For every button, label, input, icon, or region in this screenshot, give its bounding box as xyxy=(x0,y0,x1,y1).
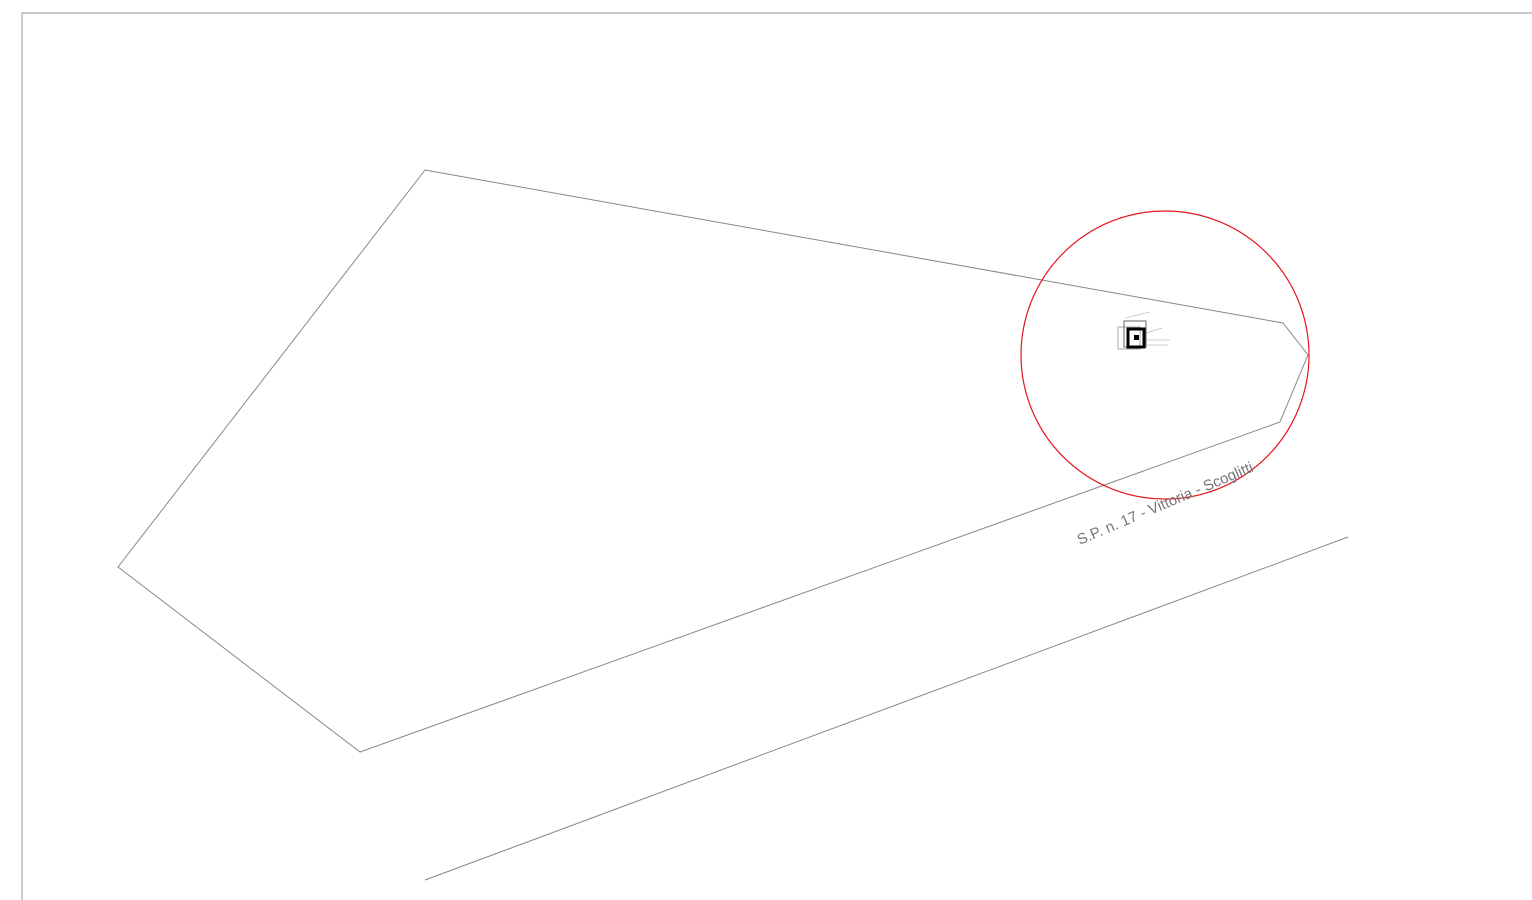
symbol-core xyxy=(1126,327,1146,349)
leader-line xyxy=(1124,311,1151,319)
symbol-dot xyxy=(1134,335,1139,340)
site-symbol xyxy=(1117,311,1170,350)
leader-line xyxy=(1145,327,1163,334)
parcel-outline xyxy=(117,169,1309,753)
road-edge xyxy=(424,536,1349,881)
frame-border xyxy=(21,12,1532,900)
symbol-box xyxy=(1117,326,1141,350)
highlight-circle xyxy=(1020,210,1310,500)
